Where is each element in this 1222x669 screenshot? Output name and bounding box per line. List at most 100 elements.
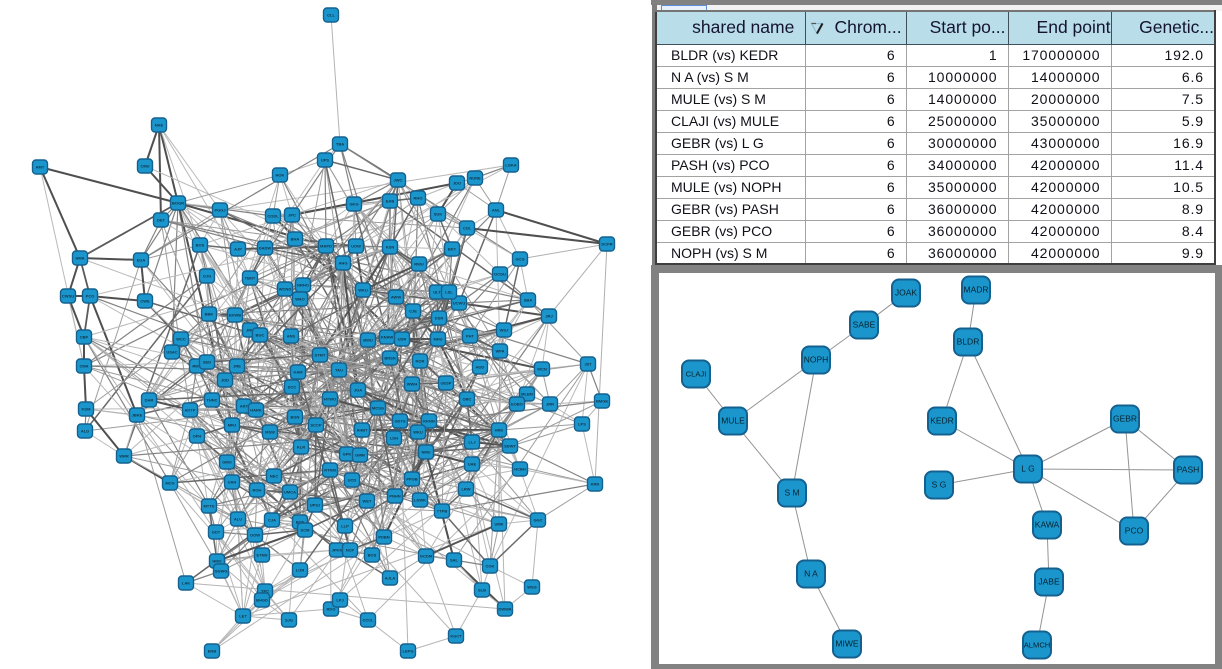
svg-text:MSW: MSW <box>265 430 275 435</box>
svg-text:SABE: SABE <box>853 320 876 330</box>
svg-text:ALU: ALU <box>234 517 242 522</box>
svg-text:HMA: HMA <box>75 256 84 261</box>
svg-text:JST: JST <box>584 362 592 367</box>
svg-text:PPGB: PPGB <box>406 477 417 482</box>
svg-text:PDBN: PDBN <box>378 535 389 540</box>
svg-text:HRD: HRD <box>495 428 504 433</box>
svg-text:JWC: JWC <box>394 178 403 183</box>
svg-text:UAH: UAH <box>228 480 237 485</box>
svg-text:GMO: GMO <box>222 460 232 465</box>
svg-text:JRK: JRK <box>246 328 254 333</box>
svg-text:LSL: LSL <box>445 290 453 295</box>
svg-text:GCDM: GCDM <box>420 554 433 559</box>
svg-text:PASH: PASH <box>1177 465 1200 475</box>
svg-text:HOK: HOK <box>276 173 285 178</box>
svg-text:PCO: PCO <box>86 294 95 299</box>
svg-text:EOBO: EOBO <box>511 402 523 407</box>
svg-text:UDR: UDR <box>398 337 407 342</box>
svg-text:RHO: RHO <box>414 196 423 201</box>
svg-text:LAK: LAK <box>182 581 190 586</box>
svg-text:RTNM: RTNM <box>324 468 336 473</box>
svg-text:LEPG: LEPG <box>403 649 414 654</box>
svg-text:ENB: ENB <box>208 649 217 654</box>
svg-text:S M: S M <box>784 488 799 498</box>
svg-text:NOPH: NOPH <box>804 355 829 365</box>
svg-text:MRJ: MRJ <box>228 423 236 428</box>
svg-text:KRN: KRN <box>591 482 600 487</box>
svg-text:UMCA: UMCA <box>284 490 296 495</box>
svg-text:BCE: BCE <box>296 520 305 525</box>
svg-text:CBP: CBP <box>80 335 89 340</box>
svg-text:UESP: UESP <box>441 381 452 386</box>
svg-text:LRW: LRW <box>461 487 470 492</box>
svg-text:HARK: HARK <box>250 408 262 413</box>
svg-text:LOR: LOR <box>296 568 305 573</box>
svg-text:SJG: SJG <box>285 618 293 623</box>
svg-text:JDD: JDD <box>221 378 229 383</box>
svg-text:BNSN: BNSN <box>384 356 395 361</box>
svg-text:LLP: LLP <box>341 524 349 529</box>
svg-text:BOS: BOS <box>196 243 205 248</box>
svg-text:ANL: ANL <box>492 208 501 213</box>
svg-text:TAU: TAU <box>335 368 343 373</box>
svg-text:AWW: AWW <box>391 295 401 300</box>
svg-text:HUD: HUD <box>476 365 485 370</box>
svg-text:EUA: EUA <box>137 258 146 263</box>
svg-text:RWU: RWU <box>414 262 424 267</box>
svg-text:CWE: CWE <box>140 299 150 304</box>
svg-text:UOW: UOW <box>351 244 361 249</box>
svg-text:CJA: CJA <box>268 518 276 523</box>
svg-text:UCD: UCD <box>348 478 357 483</box>
svg-text:KGCT: KGCT <box>450 634 462 639</box>
svg-text:UAE: UAE <box>468 462 477 467</box>
svg-text:JABE: JABE <box>1038 577 1060 587</box>
svg-text:ALD: ALD <box>81 429 89 434</box>
svg-text:NEC: NEC <box>270 474 279 479</box>
svg-text:NKE: NKE <box>155 123 164 128</box>
svg-text:KAWA: KAWA <box>1035 520 1060 530</box>
svg-text:MADR: MADR <box>963 285 988 295</box>
svg-text:TBA: TBA <box>336 142 344 147</box>
svg-text:CODL: CODL <box>267 214 279 219</box>
svg-text:AMT: AMT <box>36 165 45 170</box>
svg-text:LDWK: LDWK <box>414 498 426 503</box>
svg-text:JPKN: JPKN <box>332 548 343 553</box>
svg-text:BWU: BWU <box>363 338 373 343</box>
svg-text:OBC: OBC <box>463 397 472 402</box>
svg-text:JRE: JRE <box>233 364 241 369</box>
svg-text:OPH: OPH <box>193 434 202 439</box>
svg-text:COK: COK <box>486 564 495 569</box>
svg-text:GPK: GPK <box>343 452 352 457</box>
svg-text:EKWB: EKWB <box>229 313 241 318</box>
svg-text:BGN: BGN <box>291 415 300 420</box>
svg-text:UPS: UPS <box>321 158 330 163</box>
svg-text:DWWA: DWWA <box>498 607 511 612</box>
svg-text:CLAJI: CLAJI <box>686 370 707 379</box>
svg-text:AJLA: AJLA <box>385 576 396 581</box>
svg-text:GKG: GKG <box>349 202 358 207</box>
svg-text:UPSJ: UPSJ <box>310 503 320 508</box>
svg-text:BHGD: BHGD <box>256 598 268 603</box>
svg-text:CJE: CJE <box>409 309 417 314</box>
svg-text:ETNN: ETNN <box>257 553 268 558</box>
svg-text:NCP: NCP <box>346 548 355 553</box>
svg-text:MCSG: MCSG <box>372 406 384 411</box>
svg-text:GDTS: GDTS <box>394 419 405 424</box>
svg-text:AHG: AHG <box>339 261 348 266</box>
svg-text:WAO: WAO <box>295 297 305 302</box>
svg-text:KKNN: KKNN <box>423 419 435 424</box>
svg-text:MAPD: MAPD <box>320 244 332 249</box>
svg-text:GDT: GDT <box>212 530 221 535</box>
svg-text:CMA: CMA <box>79 364 88 369</box>
svg-text:AKT: AKT <box>240 404 249 409</box>
svg-text:ULT: ULT <box>433 290 441 295</box>
svg-text:GGWG: GGWG <box>214 569 227 574</box>
svg-text:N A: N A <box>804 569 818 579</box>
svg-text:ANS: ANS <box>287 334 296 339</box>
svg-text:BKT: BKT <box>448 247 457 252</box>
svg-text:KSM: KSM <box>82 407 92 412</box>
svg-text:CCCL: CCCL <box>362 618 374 623</box>
svg-text:LPS: LPS <box>578 422 586 427</box>
svg-text:WPA: WPA <box>495 349 504 354</box>
svg-text:ROH: ROH <box>253 488 262 493</box>
